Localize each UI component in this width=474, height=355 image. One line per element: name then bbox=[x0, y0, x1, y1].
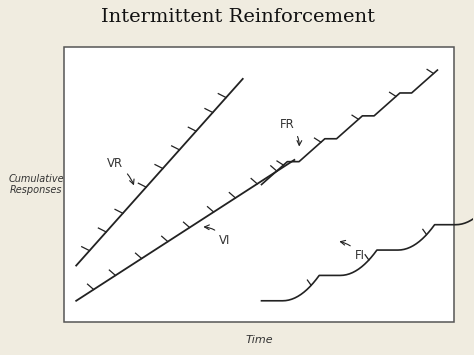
FancyBboxPatch shape bbox=[64, 47, 454, 322]
Text: Intermittent Reinforcement: Intermittent Reinforcement bbox=[101, 8, 375, 26]
Text: FR: FR bbox=[280, 118, 302, 145]
Text: Time: Time bbox=[246, 334, 273, 344]
Text: Cumulative
Responses: Cumulative Responses bbox=[9, 174, 64, 195]
Text: VI: VI bbox=[205, 225, 231, 247]
Text: FI: FI bbox=[340, 240, 365, 262]
Text: VR: VR bbox=[107, 157, 134, 184]
